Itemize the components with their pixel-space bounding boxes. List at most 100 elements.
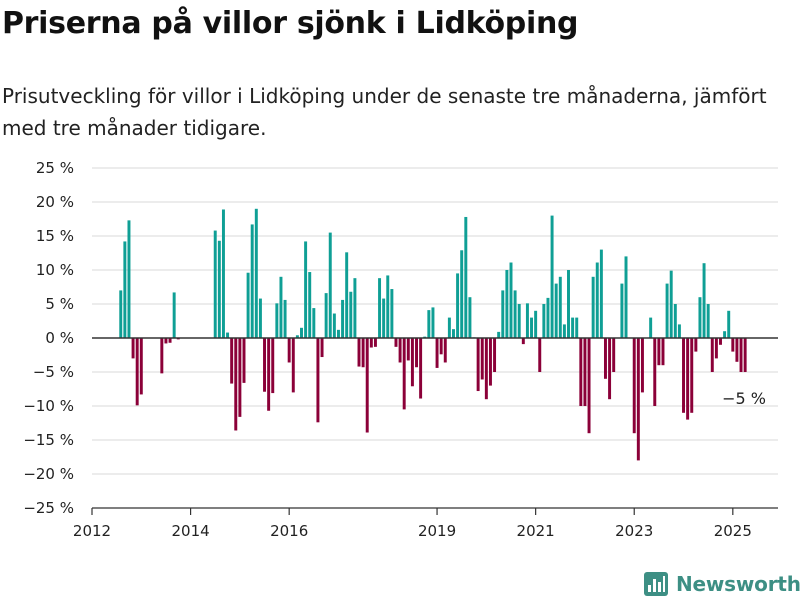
chart-title: Priserna på villor sjönk i Lidköping bbox=[2, 6, 579, 41]
bar bbox=[677, 324, 681, 338]
bar bbox=[493, 338, 497, 372]
bar bbox=[714, 338, 718, 359]
bar bbox=[464, 216, 468, 338]
bar bbox=[439, 338, 443, 355]
bars bbox=[119, 208, 747, 461]
bar bbox=[271, 338, 275, 394]
bar bbox=[258, 298, 262, 338]
bar bbox=[546, 297, 550, 338]
bar bbox=[123, 241, 127, 338]
bar bbox=[530, 317, 534, 338]
bar bbox=[213, 230, 217, 338]
bar bbox=[476, 338, 480, 392]
bar bbox=[308, 272, 312, 338]
bar bbox=[135, 338, 139, 406]
bar bbox=[649, 317, 653, 338]
bar bbox=[127, 220, 131, 338]
bar bbox=[304, 241, 308, 338]
y-tick-label: −5 % bbox=[33, 363, 74, 381]
bar bbox=[341, 299, 345, 338]
y-tick-label: 25 % bbox=[36, 159, 74, 177]
bar bbox=[365, 338, 369, 433]
bar bbox=[267, 338, 271, 411]
bar bbox=[230, 338, 234, 384]
bar bbox=[139, 338, 143, 395]
bar bbox=[653, 338, 657, 406]
bar bbox=[234, 338, 238, 431]
bar bbox=[406, 338, 410, 361]
bar bbox=[263, 338, 267, 392]
bar bbox=[431, 307, 435, 338]
bar bbox=[554, 283, 558, 338]
x-tick-label: 2025 bbox=[714, 522, 752, 540]
tick-labels: 25 % 20 % 15 % 10 % 5 % 0 % −5 % −10 % −15 % −20 … bbox=[23, 159, 766, 540]
bar bbox=[739, 338, 743, 372]
bar bbox=[743, 338, 747, 372]
bar bbox=[587, 338, 591, 434]
bar bbox=[279, 276, 283, 338]
bar bbox=[336, 329, 340, 338]
bar bbox=[698, 297, 702, 338]
bar bbox=[669, 270, 673, 338]
x-tick-label: 2014 bbox=[171, 522, 209, 540]
bar bbox=[686, 338, 690, 420]
bar bbox=[291, 338, 295, 393]
bar bbox=[238, 338, 242, 417]
bar bbox=[558, 276, 562, 338]
bar bbox=[591, 276, 595, 338]
bar bbox=[608, 338, 612, 400]
bar bbox=[164, 338, 168, 344]
bar bbox=[501, 290, 505, 338]
bar bbox=[172, 292, 176, 338]
bar bbox=[357, 338, 361, 367]
bar bbox=[382, 298, 386, 338]
bar bbox=[636, 338, 640, 461]
bar bbox=[328, 232, 332, 338]
x-tick-label: 2012 bbox=[73, 522, 111, 540]
bar bbox=[694, 338, 698, 352]
bar bbox=[312, 308, 316, 338]
bar bbox=[320, 338, 324, 358]
bar bbox=[595, 262, 599, 338]
y-tick-label: −10 % bbox=[23, 397, 74, 415]
bar bbox=[168, 338, 172, 343]
bar bbox=[324, 293, 328, 338]
bar bbox=[427, 310, 431, 338]
bar bbox=[415, 338, 418, 368]
bar bbox=[160, 338, 164, 374]
axes bbox=[91, 337, 778, 515]
x-tick-label: 2019 bbox=[418, 522, 456, 540]
bar bbox=[373, 338, 377, 347]
bar bbox=[361, 338, 365, 368]
bar bbox=[657, 338, 661, 366]
bar bbox=[419, 338, 423, 399]
bar bbox=[521, 338, 525, 345]
chart-subtitle: Prisutveckling för villor i Lidköping un… bbox=[2, 84, 767, 140]
bar bbox=[517, 304, 521, 338]
bar bbox=[682, 338, 685, 413]
bar bbox=[283, 299, 287, 338]
bar bbox=[567, 270, 570, 338]
bar bbox=[386, 275, 390, 338]
bar bbox=[599, 249, 603, 338]
bar bbox=[217, 240, 221, 338]
bar bbox=[300, 327, 303, 338]
bar bbox=[254, 208, 258, 338]
bar bbox=[221, 209, 225, 338]
x-tick-label: 2023 bbox=[615, 522, 653, 540]
bar bbox=[468, 297, 472, 338]
bar bbox=[612, 338, 616, 372]
bar bbox=[534, 310, 538, 338]
bar bbox=[497, 331, 501, 338]
bar bbox=[460, 250, 464, 338]
bar bbox=[550, 215, 554, 338]
y-tick-label: 0 % bbox=[45, 329, 74, 347]
bar bbox=[345, 252, 349, 338]
bar bbox=[456, 273, 460, 338]
bar bbox=[480, 338, 484, 380]
bar bbox=[332, 313, 336, 338]
bar bbox=[579, 338, 583, 406]
bar bbox=[353, 278, 357, 338]
bar bbox=[706, 304, 710, 338]
